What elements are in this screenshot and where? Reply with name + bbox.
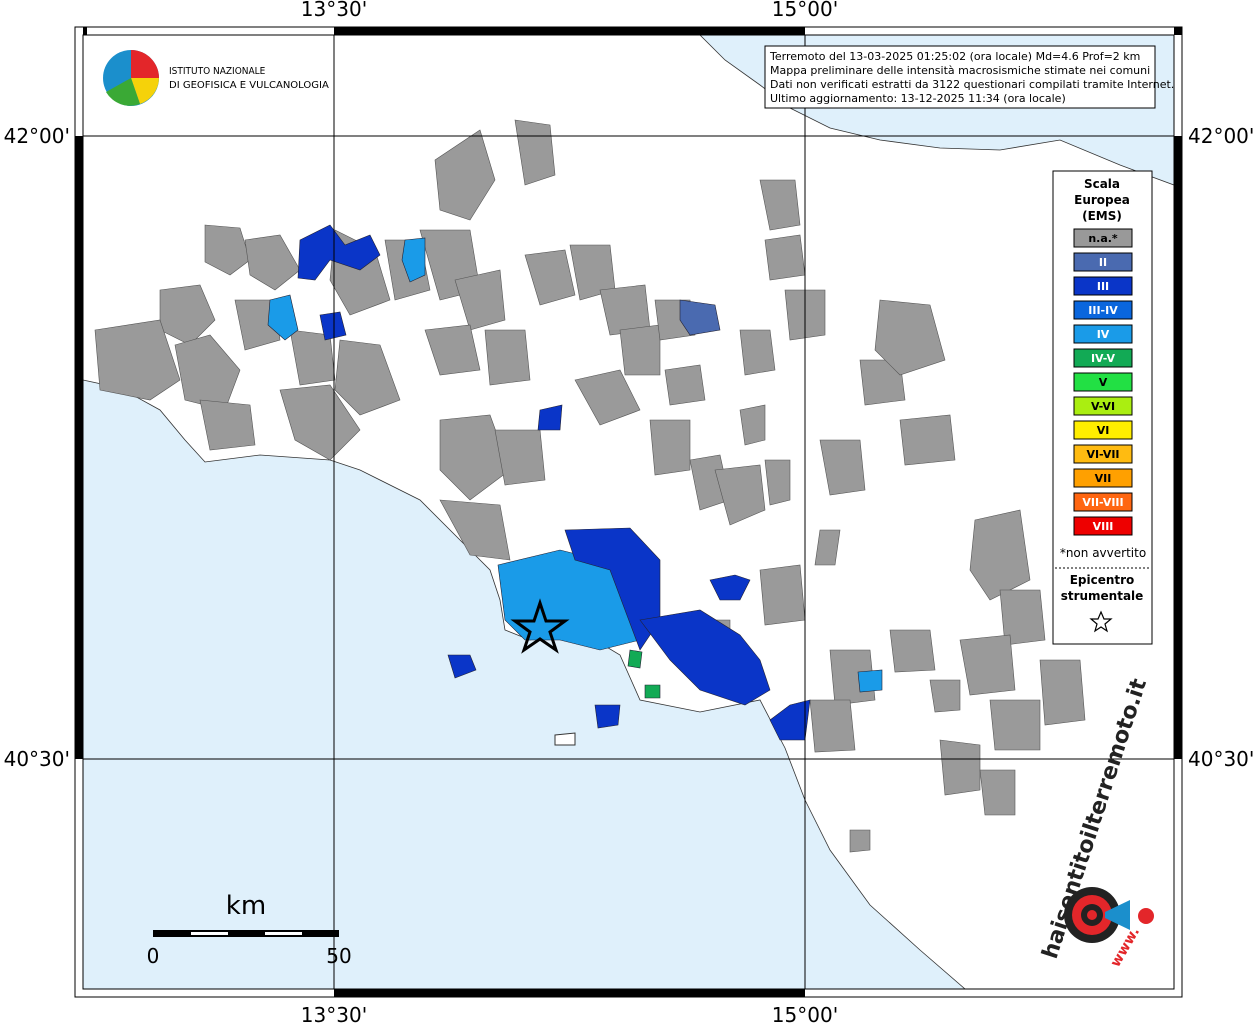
epicenter-star — [510, 598, 570, 654]
legend-swatch — [1073, 516, 1133, 536]
legend-title: Scala — [1084, 177, 1120, 191]
legend-label: VII — [1095, 472, 1112, 485]
lon-label: 15°00' — [772, 0, 838, 21]
legend-star — [1089, 610, 1113, 633]
institute-name: DI GEOFISICA E VULCANOLOGIA — [169, 80, 329, 91]
legend-swatch — [1073, 492, 1133, 512]
legend-note: *non avvertito — [1060, 546, 1146, 560]
scale-label: 0 — [147, 944, 160, 968]
info-line: Dati non verificati estratti da 3122 que… — [770, 78, 1174, 91]
legend-label: IV-V — [1091, 352, 1116, 365]
info-box — [764, 45, 1156, 109]
legend-label: VI — [1097, 424, 1110, 437]
legend-label: III-IV — [1088, 304, 1118, 317]
legend-swatch — [1073, 420, 1133, 440]
frame — [74, 26, 1183, 998]
scale-unit: km — [226, 891, 266, 921]
legend-swatch — [1073, 228, 1133, 248]
island — [554, 732, 576, 746]
legend-title: Europea — [1074, 193, 1130, 207]
legend-swatch — [1073, 348, 1133, 368]
info-line: Mappa preliminare delle intensità macros… — [770, 64, 1150, 77]
lat-label: 42°00' — [4, 124, 70, 148]
lat-label: 42°00' — [1188, 124, 1254, 148]
info-lines: Terremoto del 13-03-2025 01:25:02 (ora l… — [769, 50, 1174, 105]
legend-label: n.a.* — [1088, 232, 1118, 245]
legend-label: VI-VII — [1086, 448, 1119, 461]
scale-label: 50 — [326, 944, 351, 968]
lat-label: 40°30' — [4, 747, 70, 771]
legend-label: V — [1099, 376, 1108, 389]
legend-box — [1052, 170, 1153, 645]
legend-epicenter: strumentale — [1061, 589, 1144, 603]
legend-label: IV — [1097, 328, 1110, 341]
legend-label: VII-VIII — [1082, 496, 1123, 509]
legend-label: V-VI — [1091, 400, 1115, 413]
lon-label: 13°30' — [301, 1003, 367, 1024]
scale-bar: km 0 50 — [147, 891, 352, 968]
legend-swatch — [1073, 276, 1133, 296]
legend-swatch — [1073, 372, 1133, 392]
lon-label: 15°00' — [772, 1003, 838, 1024]
lat-label: 40°30' — [1188, 747, 1254, 771]
legend-swatch — [1073, 324, 1133, 344]
legend-swatch — [1073, 252, 1133, 272]
legend-swatch — [1073, 300, 1133, 320]
legend-label: II — [1099, 256, 1107, 269]
info-line: Terremoto del 13-03-2025 01:25:02 (ora l… — [769, 50, 1140, 63]
info-line: Ultimo aggiornamento: 13-12-2025 11:34 (… — [770, 92, 1066, 105]
legend-swatch — [1073, 396, 1133, 416]
legend-epicenter: Epicentro — [1070, 573, 1135, 587]
legend: ScalaEuropea(EMS)n.a.*IIIIIIII-IVIVIV-VV… — [1055, 177, 1150, 633]
legend-title: (EMS) — [1082, 209, 1122, 223]
legend-label: III — [1097, 280, 1109, 293]
institute-logo: ISTITUTO NAZIONALE DI GEOFISICA E VULCAN… — [103, 50, 329, 106]
intensity-areas — [267, 224, 883, 741]
lon-label: 13°30' — [301, 0, 367, 21]
graticule — [83, 35, 1174, 989]
legend-swatch — [1073, 468, 1133, 488]
legend-label: VIII — [1093, 520, 1114, 533]
legend-swatch — [1073, 444, 1133, 464]
institute-name: ISTITUTO NAZIONALE — [169, 66, 266, 77]
